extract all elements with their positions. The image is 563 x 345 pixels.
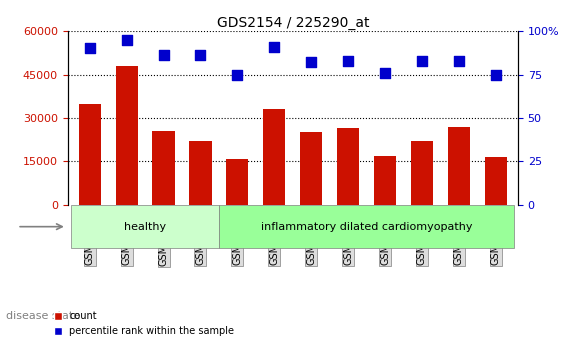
Title: GDS2154 / 225290_at: GDS2154 / 225290_at: [217, 16, 369, 30]
Bar: [263, 109, 285, 205]
Bar: [448, 127, 470, 205]
Point: [270, 44, 279, 49]
Text: inflammatory dilated cardiomyopathy: inflammatory dilated cardiomyopathy: [261, 222, 472, 231]
Bar: [79, 104, 101, 205]
Bar: [300, 132, 322, 205]
Bar: [153, 131, 175, 205]
Point: [159, 53, 168, 58]
Point: [233, 72, 242, 77]
Point: [122, 37, 131, 42]
Text: disease state: disease state: [6, 311, 80, 321]
Point: [381, 70, 390, 76]
Bar: [226, 159, 248, 205]
Bar: [337, 128, 359, 205]
FancyBboxPatch shape: [72, 205, 219, 248]
FancyBboxPatch shape: [219, 205, 514, 248]
Point: [491, 72, 501, 77]
Point: [307, 60, 316, 65]
Bar: [115, 66, 138, 205]
Legend: count, percentile rank within the sample: count, percentile rank within the sample: [50, 307, 238, 340]
Bar: [189, 141, 212, 205]
Bar: [374, 156, 396, 205]
Text: healthy: healthy: [124, 222, 166, 231]
Point: [85, 46, 94, 51]
Point: [343, 58, 352, 63]
Point: [196, 53, 205, 58]
Bar: [411, 141, 433, 205]
Bar: [485, 157, 507, 205]
Point: [454, 58, 463, 63]
Point: [418, 58, 427, 63]
